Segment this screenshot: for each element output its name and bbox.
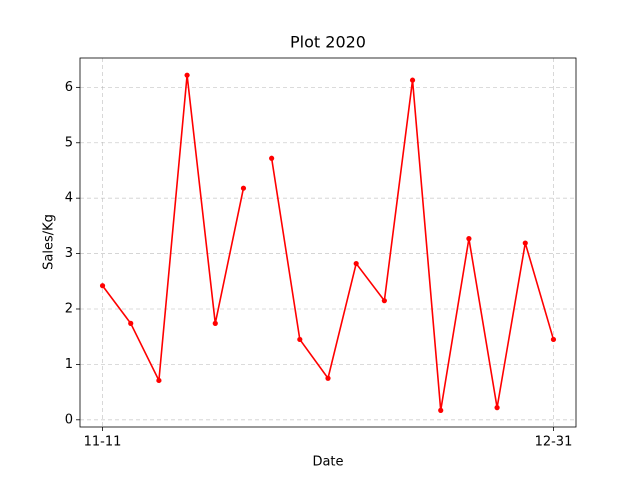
y-tick-label: 0 (65, 412, 73, 427)
point (325, 375, 331, 381)
y-tick-label: 4 (65, 191, 73, 206)
x-axis-label: Date (312, 455, 343, 470)
plot-frame (79, 57, 577, 428)
y-tick-label: 1 (65, 357, 73, 372)
point (156, 377, 162, 384)
point (99, 283, 106, 289)
x-tick-label: 11-11 (84, 435, 122, 450)
point (240, 185, 247, 191)
y-tick-label: 2 (65, 301, 73, 316)
x-tick-label: 12-31 (535, 435, 573, 450)
point (353, 260, 359, 267)
y-axis-label: Sales/Kg (42, 214, 57, 270)
point (522, 240, 528, 246)
y-tick-label: 6 (65, 80, 73, 95)
point (297, 336, 303, 343)
point (438, 407, 444, 413)
chart-title: Plot 2020 (290, 33, 366, 52)
point (550, 336, 557, 343)
point (128, 320, 134, 326)
y-tick-label: 5 (65, 135, 73, 150)
y-tick-label: 3 (65, 246, 73, 261)
point (381, 298, 387, 304)
point (409, 77, 416, 83)
point (466, 236, 472, 242)
point (269, 155, 275, 161)
point (184, 72, 190, 78)
point (494, 405, 500, 411)
point (212, 320, 218, 326)
